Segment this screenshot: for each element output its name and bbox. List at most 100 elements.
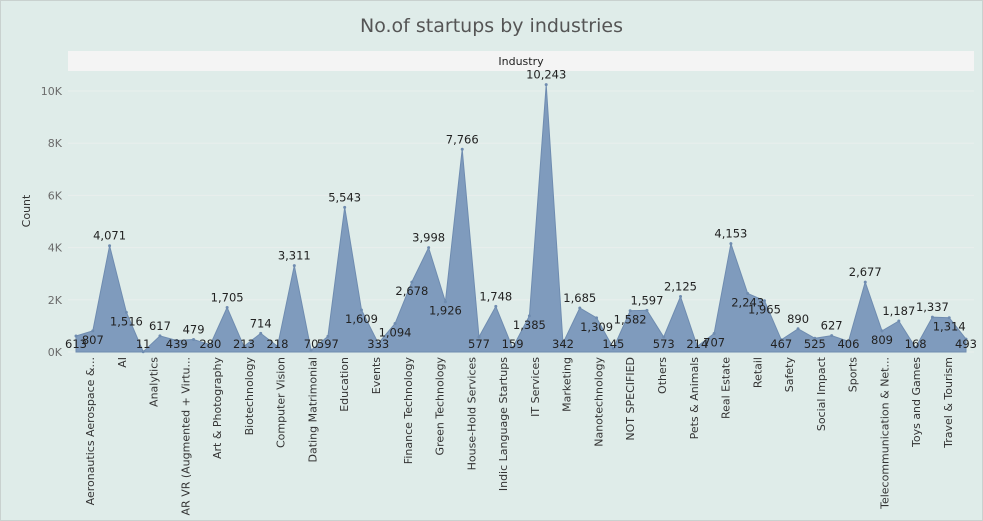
x-tick-label: Education bbox=[338, 357, 351, 412]
x-tick-label: Art & Photography bbox=[211, 357, 224, 460]
data-point bbox=[746, 291, 750, 295]
data-point bbox=[830, 334, 834, 338]
gridlines bbox=[68, 90, 974, 353]
data-point bbox=[662, 335, 666, 339]
x-tick-label: AI bbox=[116, 357, 129, 368]
x-tick-label: Green Technology bbox=[434, 357, 447, 456]
data-label: 1,516 bbox=[110, 314, 143, 328]
data-point bbox=[628, 309, 632, 313]
data-point bbox=[410, 280, 414, 284]
data-point bbox=[393, 321, 397, 325]
data-label: 479 bbox=[183, 322, 205, 336]
x-tick-label: Finance Technology bbox=[402, 357, 415, 465]
data-point bbox=[208, 343, 212, 347]
data-point bbox=[309, 348, 313, 352]
data-label: 439 bbox=[166, 337, 188, 351]
data-label: 2,243 bbox=[731, 295, 764, 309]
x-tick-label: Social Impact bbox=[815, 356, 828, 431]
data-point bbox=[947, 316, 951, 320]
data-point bbox=[108, 244, 112, 248]
data-point bbox=[611, 346, 615, 350]
x-tick-label: Travel & Tourism bbox=[942, 357, 955, 449]
data-point bbox=[443, 300, 447, 304]
data-label: 280 bbox=[199, 337, 221, 351]
data-label: 577 bbox=[468, 337, 490, 351]
y-tick-label: 10K bbox=[41, 85, 63, 98]
data-point bbox=[175, 339, 179, 343]
data-label: 1,685 bbox=[563, 291, 596, 305]
x-tick-label: Safety bbox=[783, 357, 796, 393]
data-label: 1,309 bbox=[580, 320, 613, 334]
chart-title: No.of startups by industries bbox=[360, 15, 623, 37]
data-point bbox=[779, 338, 783, 342]
data-point bbox=[460, 147, 464, 151]
x-tick-label: Aeronautics Aerospace &... bbox=[84, 357, 97, 505]
data-point bbox=[343, 205, 347, 209]
y-tick-label: 2K bbox=[48, 294, 63, 307]
x-tick-label: AR VR (Augmented + Virtu... bbox=[179, 357, 192, 515]
data-point bbox=[141, 350, 145, 354]
data-point bbox=[91, 329, 95, 333]
y-tick-label: 6K bbox=[48, 189, 63, 202]
data-point bbox=[276, 344, 280, 348]
data-point bbox=[427, 246, 431, 250]
data-point bbox=[846, 339, 850, 343]
y-tick-label: 4K bbox=[48, 242, 63, 255]
data-label: 10,243 bbox=[526, 68, 566, 82]
data-point bbox=[679, 295, 683, 299]
data-point bbox=[930, 315, 934, 319]
data-label: 218 bbox=[267, 337, 289, 351]
x-tick-label: Others bbox=[656, 357, 669, 394]
data-label: 1,965 bbox=[748, 303, 781, 317]
x-tick-label: Telecommunication & Net... bbox=[878, 357, 891, 510]
data-point bbox=[511, 346, 515, 350]
data-point bbox=[964, 337, 968, 341]
y-axis-ticks: 0K 2K 4K 6K 8K 10K bbox=[41, 85, 63, 359]
data-label: 3,311 bbox=[278, 249, 311, 263]
data-label: 333 bbox=[367, 337, 389, 351]
data-point bbox=[712, 332, 716, 336]
data-label: 1,314 bbox=[933, 320, 966, 334]
data-point bbox=[897, 319, 901, 323]
data-label: 70 bbox=[304, 337, 319, 351]
data-label: 1,337 bbox=[916, 300, 949, 314]
data-label: 4,071 bbox=[93, 229, 126, 243]
data-point bbox=[595, 316, 599, 320]
data-label: 1,094 bbox=[379, 325, 412, 339]
data-label: 1,582 bbox=[614, 313, 647, 327]
data-point bbox=[729, 242, 733, 246]
data-label: 2,678 bbox=[395, 284, 428, 298]
industry-header-bar bbox=[68, 51, 974, 71]
x-tick-label: Events bbox=[370, 357, 383, 395]
data-label: 467 bbox=[770, 337, 792, 351]
data-label: 525 bbox=[804, 337, 826, 351]
x-tick-label: Pets & Animals bbox=[688, 357, 701, 440]
data-point bbox=[158, 334, 162, 338]
x-tick-label: Biotechnology bbox=[243, 357, 256, 436]
data-point bbox=[645, 308, 649, 312]
data-point bbox=[225, 305, 229, 309]
data-label: 159 bbox=[502, 337, 524, 351]
data-point bbox=[863, 280, 867, 284]
data-label: 617 bbox=[149, 319, 171, 333]
data-label: 627 bbox=[821, 319, 843, 333]
data-label: 3,998 bbox=[412, 231, 445, 245]
x-tick-label: Dating Matrimonial bbox=[306, 357, 319, 462]
data-label: 1,705 bbox=[211, 290, 244, 304]
data-point bbox=[74, 334, 78, 338]
data-points bbox=[74, 83, 968, 354]
x-tick-label: Marketing bbox=[561, 357, 574, 412]
x-tick-label: Analytics bbox=[148, 357, 161, 407]
data-label: 145 bbox=[602, 337, 624, 351]
data-label: 707 bbox=[703, 336, 725, 350]
data-point bbox=[494, 304, 498, 308]
x-tick-label: Indic Language Startups bbox=[497, 357, 510, 491]
data-point bbox=[292, 264, 296, 268]
data-point bbox=[796, 327, 800, 331]
data-point bbox=[326, 334, 330, 338]
data-point bbox=[259, 331, 263, 335]
data-label: 1,926 bbox=[429, 304, 462, 318]
y-tick-label: 0K bbox=[48, 346, 63, 359]
data-point bbox=[762, 299, 766, 303]
